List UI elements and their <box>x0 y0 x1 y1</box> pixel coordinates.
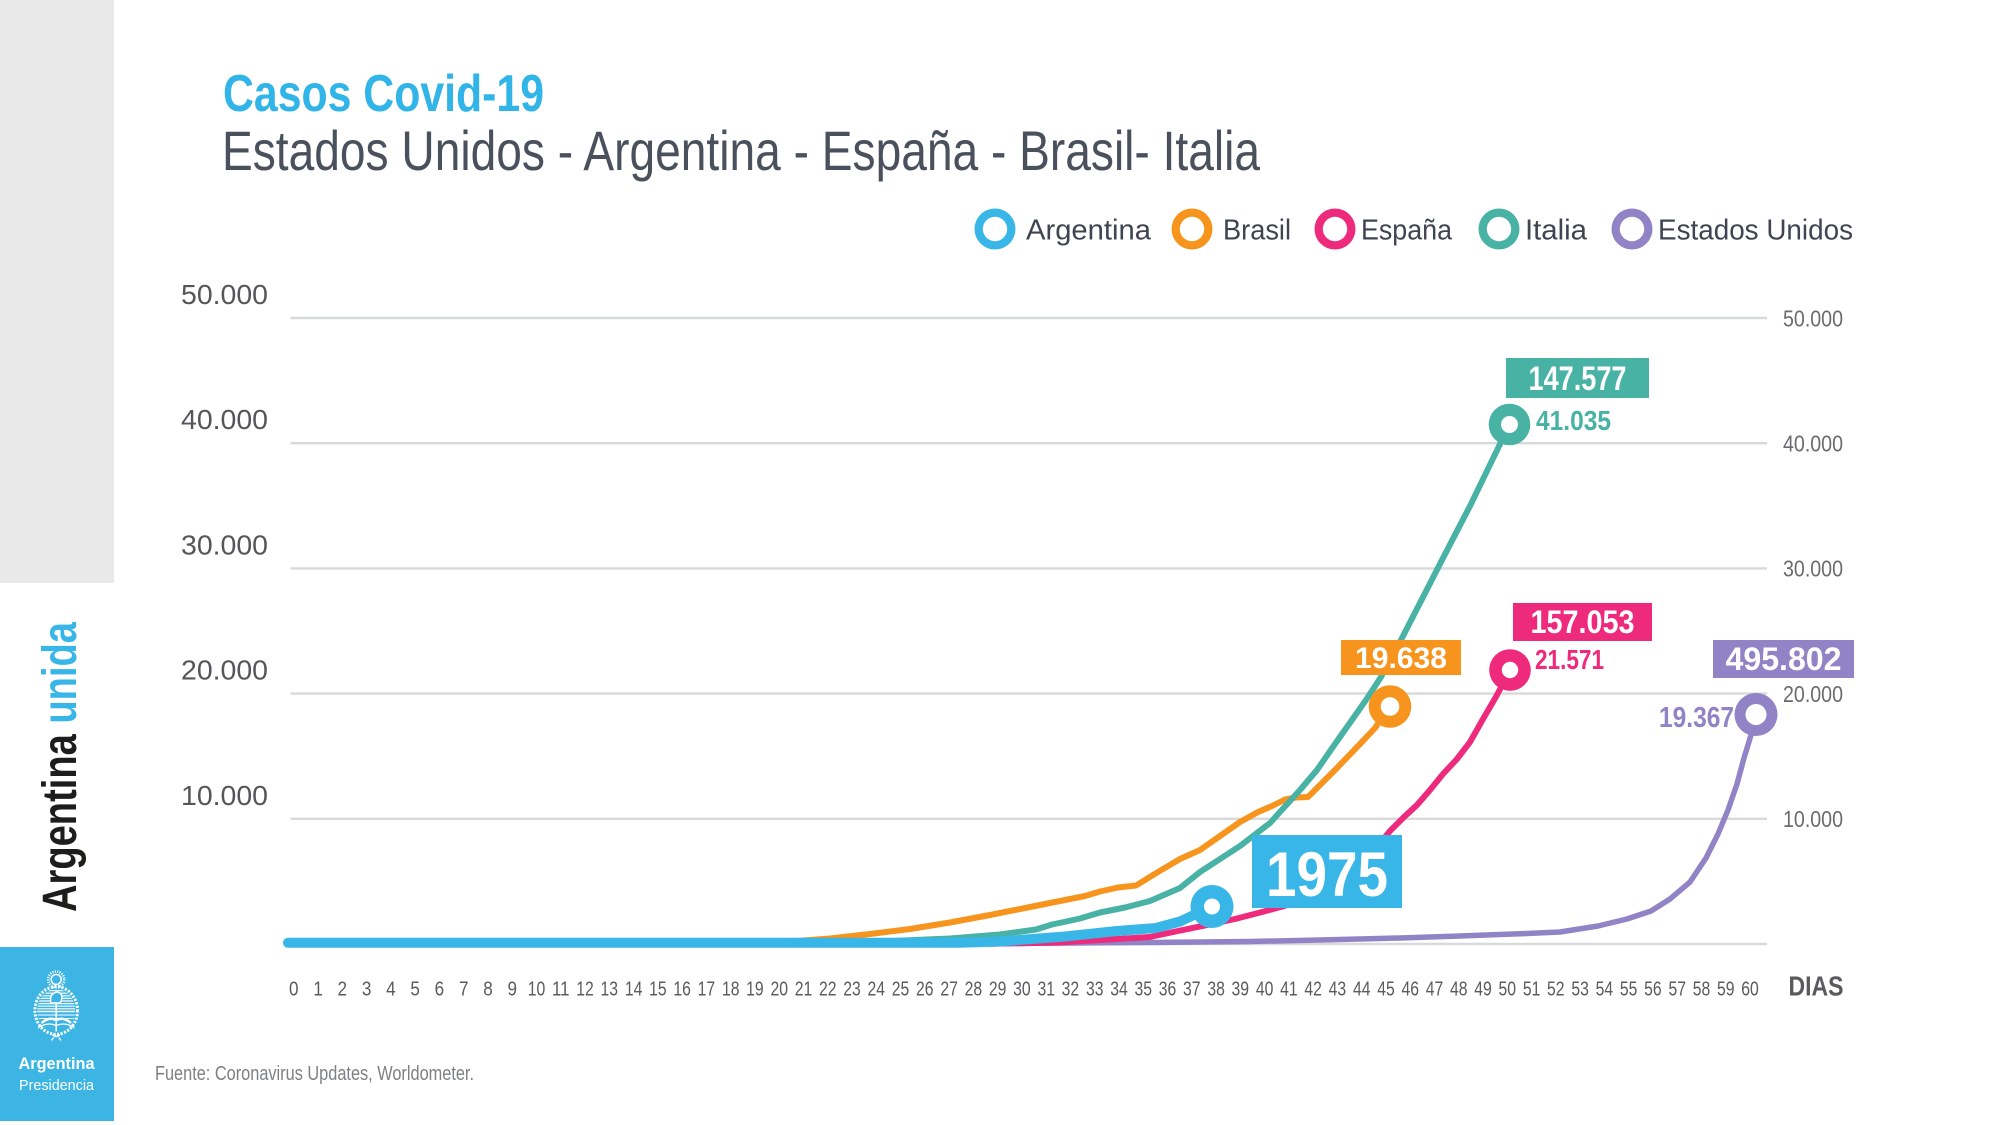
svg-text:2: 2 <box>338 979 348 1001</box>
svg-text:27: 27 <box>940 979 958 1001</box>
svg-text:Argentina: Argentina <box>1026 215 1152 247</box>
svg-text:5: 5 <box>410 979 420 1001</box>
svg-text:19.367: 19.367 <box>1659 702 1734 734</box>
svg-text:Argentina unida: Argentina unida <box>34 622 87 912</box>
svg-text:Brasil: Brasil <box>1223 215 1291 247</box>
svg-text:28: 28 <box>965 979 983 1001</box>
svg-text:DIAS: DIAS <box>1789 971 1844 1002</box>
svg-text:29: 29 <box>989 979 1007 1001</box>
svg-text:25: 25 <box>892 979 910 1001</box>
svg-text:45: 45 <box>1377 979 1395 1001</box>
svg-text:Argentina: Argentina <box>19 1054 96 1073</box>
svg-text:157.053: 157.053 <box>1531 604 1635 640</box>
svg-text:10.000: 10.000 <box>1783 806 1843 832</box>
svg-text:44: 44 <box>1353 979 1371 1001</box>
svg-text:Italia: Italia <box>1525 215 1588 247</box>
svg-text:51: 51 <box>1523 979 1541 1001</box>
svg-text:495.802: 495.802 <box>1726 641 1842 677</box>
svg-text:23: 23 <box>843 979 861 1001</box>
svg-text:18: 18 <box>722 979 740 1001</box>
svg-text:19: 19 <box>746 979 764 1001</box>
svg-text:59: 59 <box>1717 979 1735 1001</box>
svg-text:52: 52 <box>1547 979 1565 1001</box>
svg-text:Estados Unidos: Estados Unidos <box>1658 215 1853 247</box>
svg-text:12: 12 <box>576 979 594 1001</box>
svg-text:48: 48 <box>1450 979 1468 1001</box>
svg-text:10.000: 10.000 <box>181 780 268 811</box>
svg-text:30.000: 30.000 <box>181 529 268 560</box>
svg-text:8: 8 <box>483 979 493 1001</box>
svg-text:7: 7 <box>459 979 469 1001</box>
svg-text:1975: 1975 <box>1266 840 1388 910</box>
svg-text:46: 46 <box>1401 979 1419 1001</box>
svg-text:58: 58 <box>1693 979 1711 1001</box>
svg-text:50.000: 50.000 <box>181 279 268 310</box>
svg-text:20: 20 <box>770 979 788 1001</box>
svg-text:30.000: 30.000 <box>1783 556 1843 582</box>
svg-text:Presidencia: Presidencia <box>19 1078 95 1094</box>
svg-text:21.571: 21.571 <box>1535 644 1604 675</box>
svg-text:21: 21 <box>795 979 813 1001</box>
svg-text:26: 26 <box>916 979 934 1001</box>
svg-text:Casos Covid-19: Casos Covid-19 <box>223 65 544 123</box>
svg-text:22: 22 <box>819 979 837 1001</box>
svg-text:11: 11 <box>552 979 570 1001</box>
svg-text:9: 9 <box>507 979 517 1001</box>
svg-text:50: 50 <box>1499 979 1517 1001</box>
svg-text:6: 6 <box>435 979 445 1001</box>
svg-text:43: 43 <box>1329 979 1347 1001</box>
svg-text:147.577: 147.577 <box>1529 360 1627 398</box>
svg-text:33: 33 <box>1086 979 1104 1001</box>
svg-text:41: 41 <box>1280 979 1298 1001</box>
svg-text:60: 60 <box>1741 979 1759 1001</box>
svg-text:37: 37 <box>1183 979 1201 1001</box>
svg-text:56: 56 <box>1644 979 1662 1001</box>
svg-text:0: 0 <box>289 979 299 1001</box>
svg-text:41.035: 41.035 <box>1536 405 1611 436</box>
svg-text:54: 54 <box>1596 979 1614 1001</box>
svg-text:39: 39 <box>1232 979 1250 1001</box>
svg-text:14: 14 <box>625 979 643 1001</box>
svg-text:17: 17 <box>698 979 716 1001</box>
svg-text:53: 53 <box>1571 979 1589 1001</box>
svg-text:3: 3 <box>362 979 372 1001</box>
svg-text:Estados Unidos - Argentina - E: Estados Unidos - Argentina - España - Br… <box>222 119 1261 182</box>
svg-text:30: 30 <box>1013 979 1031 1001</box>
svg-text:España: España <box>1361 215 1453 247</box>
svg-text:31: 31 <box>1037 979 1055 1001</box>
svg-text:50.000: 50.000 <box>1783 305 1843 331</box>
svg-text:20.000: 20.000 <box>181 655 268 686</box>
svg-text:55: 55 <box>1620 979 1638 1001</box>
svg-text:38: 38 <box>1207 979 1225 1001</box>
svg-text:32: 32 <box>1062 979 1080 1001</box>
svg-text:47: 47 <box>1426 979 1444 1001</box>
svg-text:13: 13 <box>601 979 619 1001</box>
svg-text:42: 42 <box>1304 979 1322 1001</box>
svg-text:40.000: 40.000 <box>1783 431 1843 457</box>
svg-text:36: 36 <box>1159 979 1177 1001</box>
svg-text:20.000: 20.000 <box>1783 681 1843 707</box>
svg-text:Fuente: Coronavirus Updates, W: Fuente: Coronavirus Updates, Worldometer… <box>155 1063 474 1085</box>
svg-text:4: 4 <box>386 979 396 1001</box>
svg-text:15: 15 <box>649 979 667 1001</box>
svg-text:1: 1 <box>313 979 323 1001</box>
svg-text:40.000: 40.000 <box>181 404 268 435</box>
svg-text:40: 40 <box>1256 979 1274 1001</box>
svg-text:16: 16 <box>673 979 691 1001</box>
svg-text:57: 57 <box>1668 979 1686 1001</box>
svg-text:34: 34 <box>1110 979 1128 1001</box>
svg-text:35: 35 <box>1134 979 1152 1001</box>
svg-text:10: 10 <box>528 979 546 1001</box>
svg-text:49: 49 <box>1474 979 1492 1001</box>
svg-text:19.638: 19.638 <box>1355 642 1447 675</box>
svg-text:24: 24 <box>868 979 886 1001</box>
